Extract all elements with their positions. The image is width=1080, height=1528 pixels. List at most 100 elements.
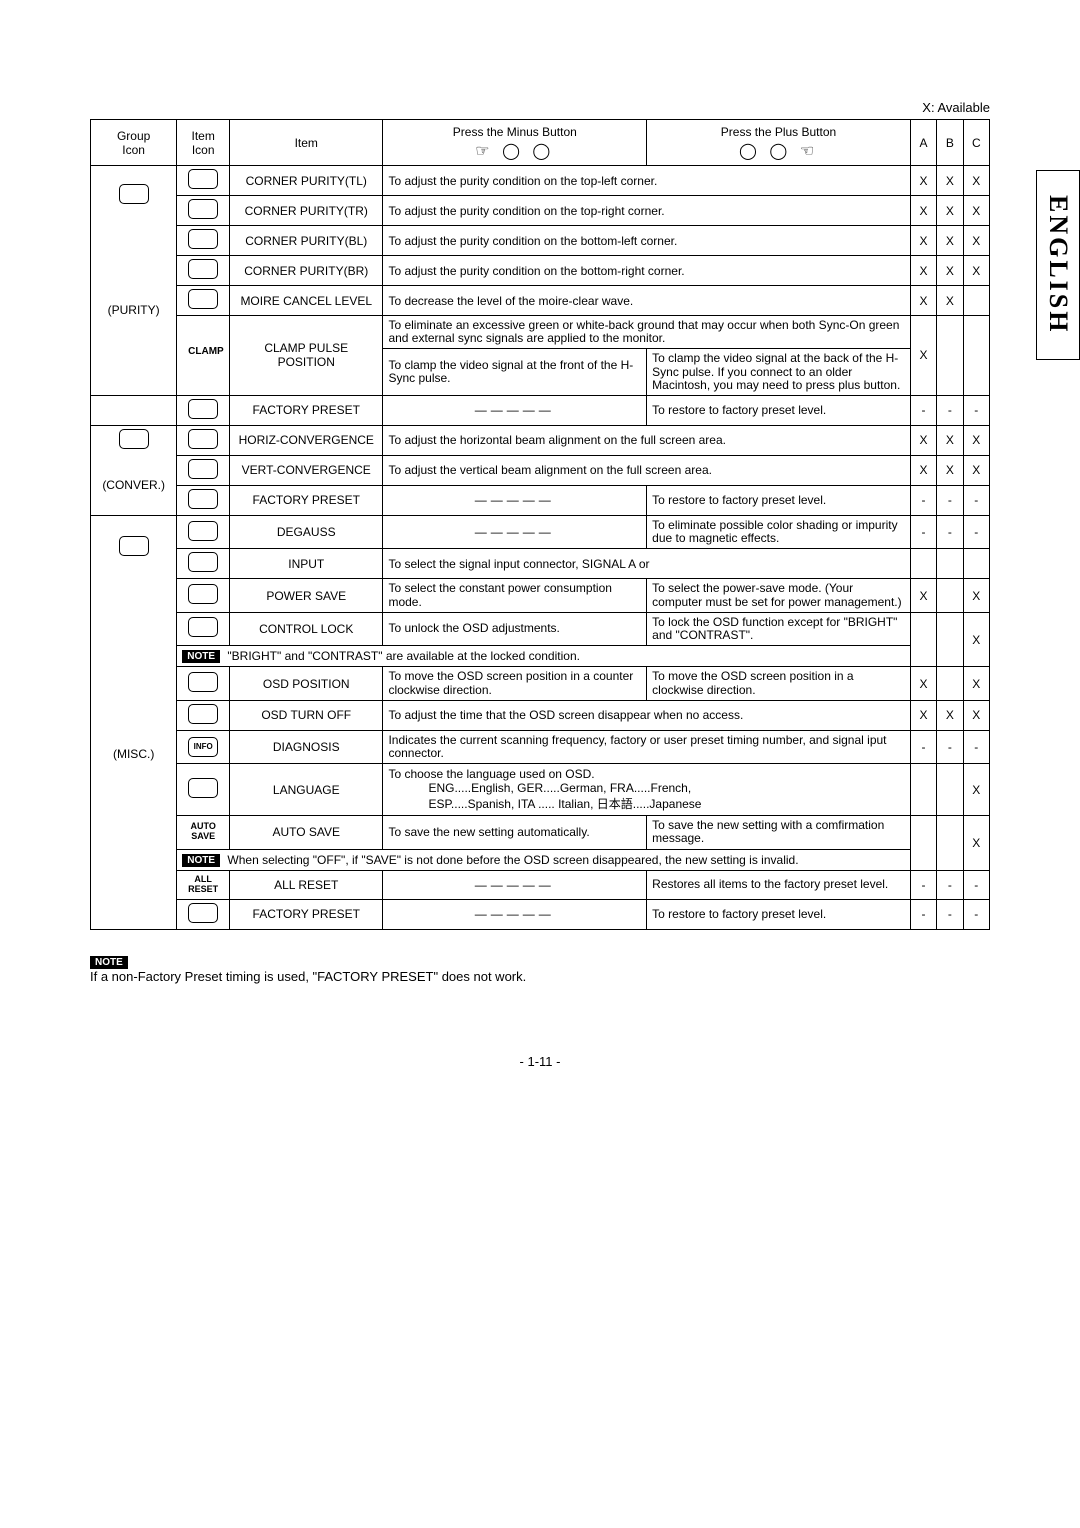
language-tab-label: ENGLISH [1043, 195, 1073, 335]
group-icon-purity [91, 166, 177, 226]
header-item: Item [230, 120, 383, 166]
item-icon [177, 549, 230, 579]
item-corner-purity-tl: CORNER PURITY(TL) [230, 166, 383, 196]
abc-cell: - [910, 515, 936, 548]
note-autosave: NOTE When selecting "OFF", if "SAVE" is … [177, 849, 911, 870]
group-icon-misc [91, 515, 177, 578]
abc-cell: X [937, 286, 963, 316]
item-input: INPUT [230, 549, 383, 579]
item-icon [177, 166, 230, 196]
abc-cell: - [963, 395, 989, 425]
abc-cell: - [910, 899, 936, 929]
desc-language: To choose the language used on OSD. ENG.… [383, 764, 910, 816]
bottom-note-text: If a non-Factory Preset timing is used, … [90, 969, 526, 984]
abc-cell [937, 612, 963, 667]
item-icon [177, 226, 230, 256]
abc-cell: - [963, 899, 989, 929]
abc-cell: - [963, 730, 989, 763]
allreset-plus: Restores all items to the factory preset… [647, 870, 911, 899]
header-plus: Press the Plus Button ◯ ◯ ☜ [647, 120, 911, 166]
desc-vconv: To adjust the vertical beam alignment on… [383, 455, 910, 485]
item-icon [177, 455, 230, 485]
item-icon-autosave: AUTOSAVE [177, 816, 230, 849]
factory3-minus: ————— [383, 899, 647, 929]
abc-cell [963, 316, 989, 396]
item-icon [177, 764, 230, 816]
abc-cell [910, 816, 936, 871]
item-corner-purity-bl: CORNER PURITY(BL) [230, 226, 383, 256]
abc-cell [937, 816, 963, 871]
minus-button-art: ☞ ◯ ◯ [388, 141, 641, 161]
note-controllock: NOTE "BRIGHT" and "CONTRAST" are availab… [177, 646, 911, 667]
item-icon [177, 256, 230, 286]
desc-clamp-top: To eliminate an excessive green or white… [383, 316, 910, 349]
abc-cell [910, 549, 936, 579]
item-clamp: CLAMP PULSE POSITION [230, 316, 383, 396]
item-icon [177, 425, 230, 455]
osdpos-minus: To move the OSD screen position in a cou… [383, 667, 647, 700]
osd-table: GroupIcon ItemIcon Item Press the Minus … [90, 119, 990, 930]
item-icon [177, 196, 230, 226]
abc-cell: X [910, 425, 936, 455]
abc-cell: - [937, 870, 963, 899]
legend-available: X: Available [90, 100, 990, 115]
degauss-plus: To eliminate possible color shading or i… [647, 515, 911, 548]
header-b: B [937, 120, 963, 166]
desc-corner-purity-bl: To adjust the purity condition on the bo… [383, 226, 910, 256]
item-icon [177, 667, 230, 700]
item-corner-purity-br: CORNER PURITY(BR) [230, 256, 383, 286]
powersave-minus: To select the constant power consumption… [383, 579, 647, 612]
group-label-conver: (CONVER.) [91, 455, 177, 515]
abc-cell: X [963, 166, 989, 196]
abc-cell: - [910, 730, 936, 763]
osdpos-plus: To move the OSD screen position in a clo… [647, 667, 911, 700]
group-label-purity: (PURITY) [91, 226, 177, 396]
abc-cell: - [963, 870, 989, 899]
item-autosave: AUTO SAVE [230, 816, 383, 849]
language-tab: ENGLISH [1036, 170, 1080, 360]
item-vconv: VERT-CONVERGENCE [230, 455, 383, 485]
item-icon [177, 515, 230, 548]
abc-cell [937, 579, 963, 612]
header-plus-label: Press the Plus Button [721, 125, 836, 139]
item-icon-clamp: CLAMP [177, 316, 230, 396]
controllock-minus: To unlock the OSD adjustments. [383, 612, 647, 645]
note1-text: "BRIGHT" and "CONTRAST" are available at… [227, 649, 580, 663]
plus-button-art: ◯ ◯ ☜ [652, 141, 905, 161]
abc-cell [910, 764, 936, 816]
abc-cell [937, 316, 963, 396]
abc-cell [937, 549, 963, 579]
item-factory2: FACTORY PRESET [230, 485, 383, 515]
abc-cell: - [937, 730, 963, 763]
abc-cell: - [937, 515, 963, 548]
autosave-plus: To save the new setting with a comfirmat… [647, 816, 911, 849]
note-badge: NOTE [182, 854, 220, 867]
abc-cell: X [910, 196, 936, 226]
item-icon [177, 899, 230, 929]
header-c: C [963, 120, 989, 166]
item-icon-allreset: ALLRESET [177, 870, 230, 899]
abc-cell: X [963, 256, 989, 286]
abc-cell: - [910, 870, 936, 899]
desc-osdturnoff: To adjust the time that the OSD screen d… [383, 700, 910, 730]
item-icon-info: INFO [177, 730, 230, 763]
page-number: - 1-11 - [90, 1054, 990, 1069]
abc-cell: X [910, 316, 936, 396]
language-list1: ENG.....English, GER.....German, FRA....… [388, 781, 904, 795]
desc-moire: To decrease the level of the moire-clear… [383, 286, 910, 316]
abc-cell: - [963, 485, 989, 515]
abc-cell: X [963, 579, 989, 612]
abc-cell: - [910, 395, 936, 425]
item-osdpos: OSD POSITION [230, 667, 383, 700]
abc-cell [963, 286, 989, 316]
abc-cell [937, 764, 963, 816]
note-badge: NOTE [182, 650, 220, 663]
allreset-minus: ————— [383, 870, 647, 899]
item-icon [177, 485, 230, 515]
abc-cell: X [910, 455, 936, 485]
abc-cell: X [937, 166, 963, 196]
factory1-minus: ————— [383, 395, 647, 425]
desc-corner-purity-br: To adjust the purity condition on the bo… [383, 256, 910, 286]
header-minus-label: Press the Minus Button [453, 125, 577, 139]
item-icon [177, 612, 230, 645]
